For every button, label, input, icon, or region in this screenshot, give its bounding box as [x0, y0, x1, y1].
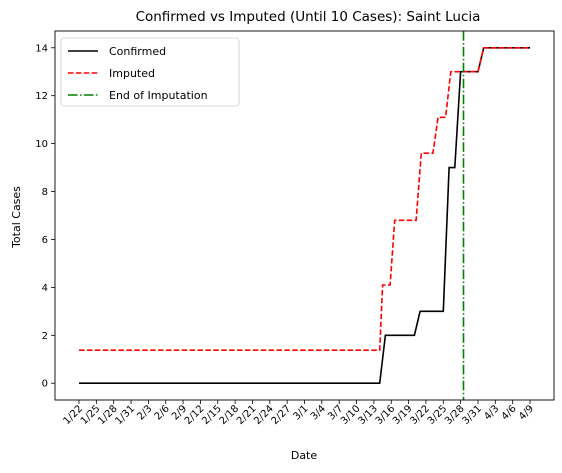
- x-tick-label: 2/6: [153, 403, 172, 422]
- x-tick-label: 4/3: [482, 403, 501, 422]
- x-tick-label: 3/1: [291, 403, 310, 422]
- y-tick-label: 4: [42, 283, 48, 294]
- y-axis: 0 2 4 6 8 10 12 14: [35, 43, 55, 390]
- y-tick-label: 6: [42, 235, 48, 246]
- x-axis-title: Date: [291, 449, 318, 462]
- x-tick-label: 3/4: [309, 403, 328, 422]
- y-tick-label: 2: [42, 331, 48, 342]
- y-tick-label: 14: [35, 43, 48, 54]
- legend-box: [60, 37, 240, 107]
- y-tick-label: 12: [35, 91, 48, 102]
- chart-title: Confirmed vs Imputed (Until 10 Cases): S…: [136, 9, 481, 25]
- y-tick-label: 10: [35, 139, 48, 150]
- x-tick-label: 1/31: [113, 403, 137, 427]
- y-tick-label: 0: [42, 379, 48, 390]
- legend-label: End of Imputation: [109, 89, 208, 102]
- legend: Confirmed Imputed End of Imputation: [60, 37, 240, 107]
- legend-label: Confirmed: [109, 45, 166, 58]
- x-tick-label: 4/6: [500, 403, 519, 422]
- series-line-1: [79, 46, 530, 352]
- x-tick-label: 2/3: [135, 403, 154, 422]
- x-tick-label: 3/31: [460, 403, 484, 427]
- y-axis-title: Total Cases: [10, 186, 23, 249]
- legend-label: Imputed: [109, 67, 155, 80]
- x-tick-label: 4/9: [517, 403, 536, 422]
- x-tick-label: 2/27: [270, 403, 294, 427]
- y-tick-label: 8: [42, 187, 48, 198]
- x-axis: 1/221/251/281/312/32/62/92/122/152/182/2…: [61, 400, 536, 427]
